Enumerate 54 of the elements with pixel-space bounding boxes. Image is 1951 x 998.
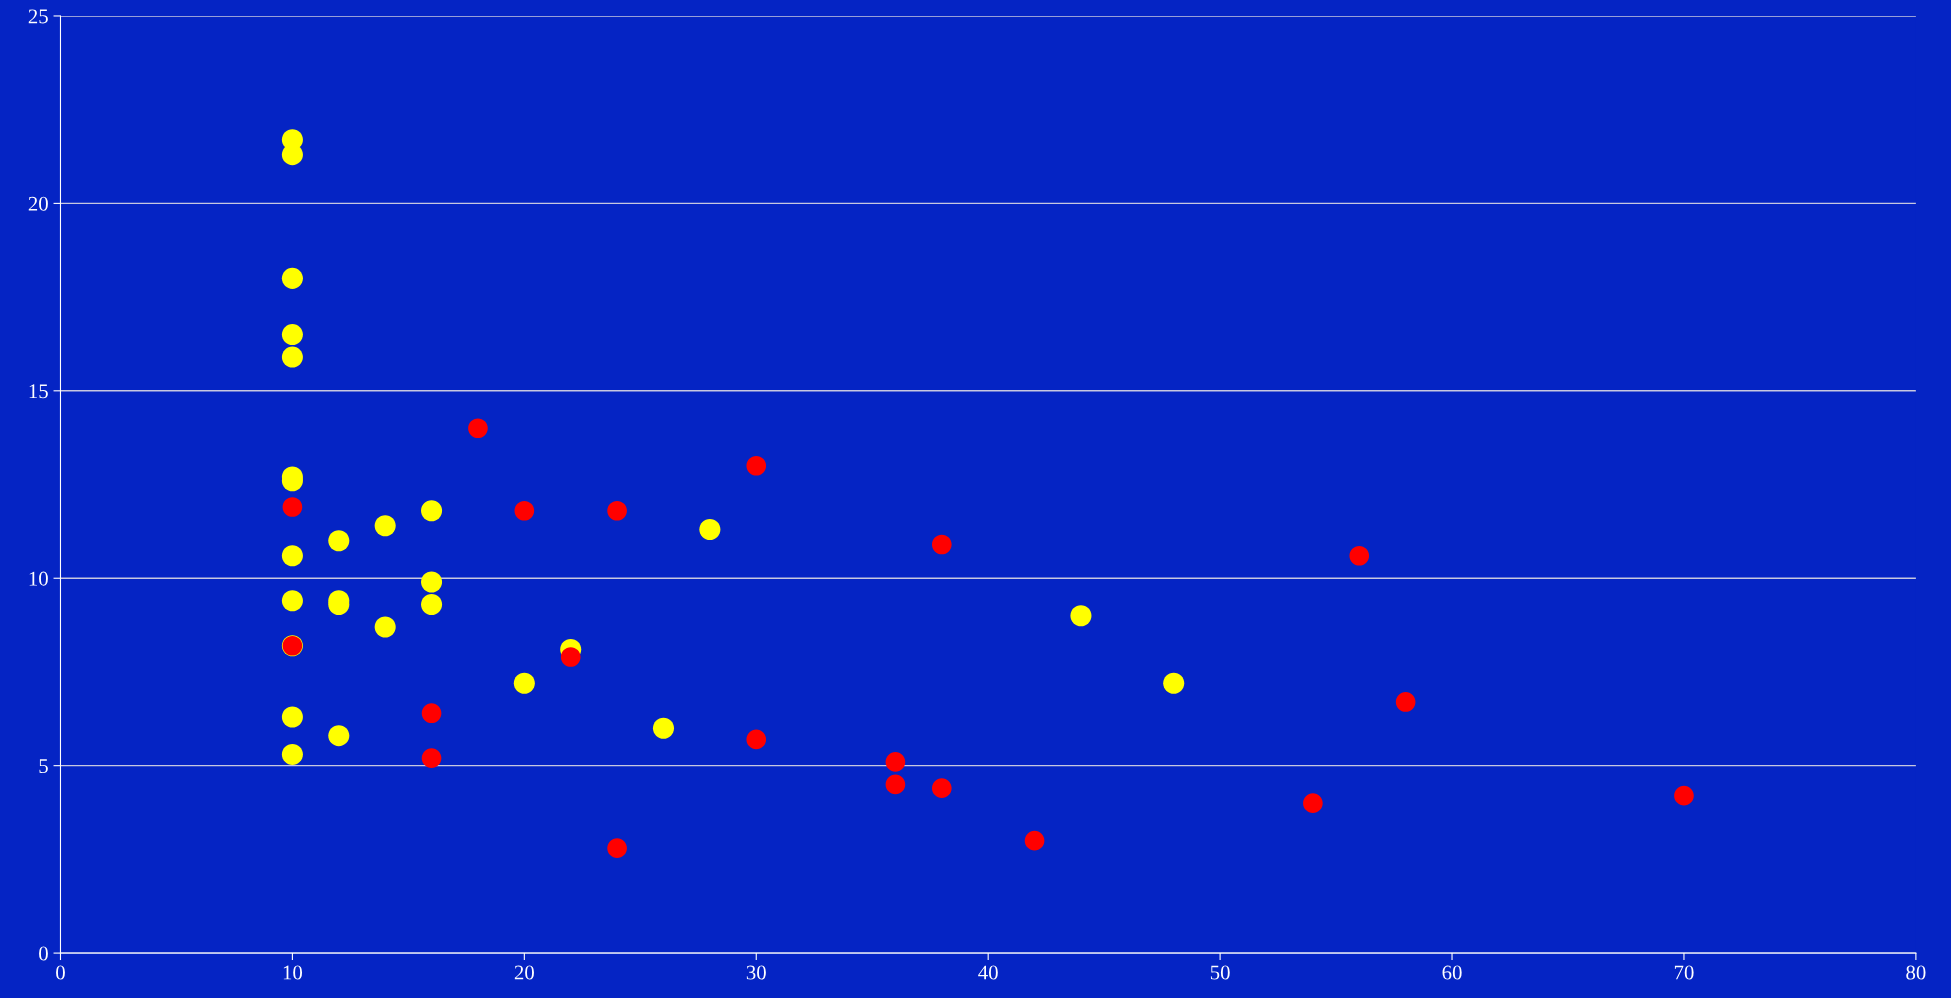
point	[607, 500, 627, 521]
y-tick-label: 15	[29, 384, 48, 399]
y-tick-label: 10	[29, 571, 48, 586]
point	[281, 346, 303, 368]
point	[931, 534, 952, 555]
point	[421, 703, 442, 724]
point	[885, 774, 906, 795]
x-tick-label: 50	[1210, 965, 1230, 980]
point	[514, 500, 535, 521]
point	[1349, 545, 1370, 566]
point	[652, 717, 675, 739]
point	[560, 647, 581, 667]
point	[1303, 793, 1323, 813]
point	[607, 838, 627, 858]
point	[374, 616, 396, 638]
x-tick-label: 30	[746, 965, 766, 980]
x-tick-label: 40	[978, 965, 998, 980]
x-tick-label: 60	[1442, 965, 1462, 980]
point	[281, 590, 303, 612]
x-tick-label: 70	[1674, 965, 1694, 980]
point	[699, 518, 721, 541]
point	[281, 545, 303, 567]
point	[931, 778, 952, 798]
point	[328, 725, 350, 747]
point	[513, 672, 535, 694]
point	[885, 752, 906, 772]
x-tick-label: 20	[514, 965, 534, 980]
x-tick-label: 0	[56, 965, 65, 980]
point	[421, 571, 443, 593]
point	[281, 324, 303, 346]
x-tick-label: 80	[1906, 965, 1926, 980]
point	[421, 593, 443, 616]
y-tick-label: 5	[39, 759, 48, 774]
point	[746, 455, 767, 476]
point	[746, 729, 767, 750]
point	[281, 743, 303, 765]
point	[1674, 785, 1694, 806]
point	[281, 144, 303, 166]
y-tick-label: 20	[28, 196, 48, 211]
point	[328, 530, 350, 552]
point	[421, 748, 442, 768]
y-tick-label: 25	[28, 9, 48, 24]
point	[1024, 830, 1045, 851]
y-tick-label: 0	[39, 946, 48, 961]
point	[281, 267, 303, 289]
point	[421, 500, 443, 522]
point	[468, 418, 488, 439]
point	[282, 497, 303, 517]
point	[1163, 672, 1185, 694]
x-tick-label: 10	[283, 965, 303, 980]
point	[1070, 605, 1092, 627]
point	[374, 515, 396, 537]
point	[1395, 692, 1416, 712]
point	[281, 706, 303, 728]
